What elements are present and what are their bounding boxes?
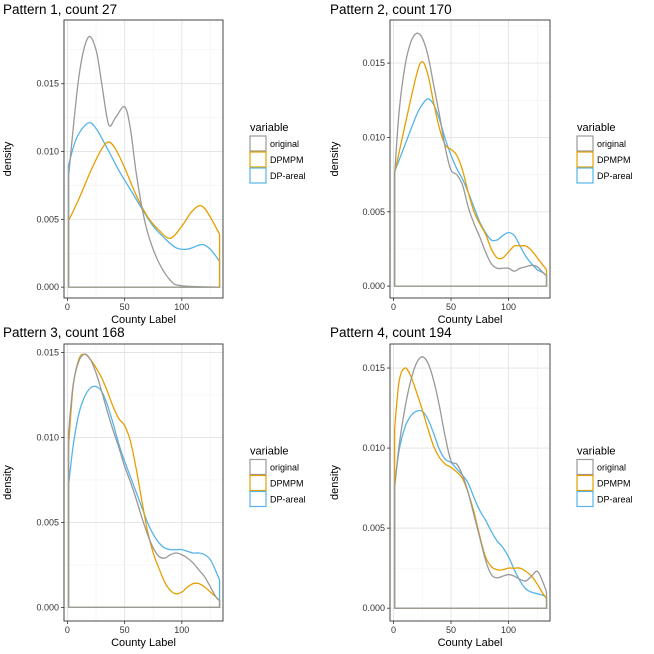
x-tick-label: 100 [501,302,516,312]
plot-background [390,344,550,621]
legend-key-original [249,458,267,476]
y-axis-label: density [329,465,341,500]
x-tick-label: 0 [65,302,70,312]
legend-key-original [576,135,594,152]
legend-key-dpmpm [576,474,594,492]
panel-frame [63,19,224,299]
x-axis-label: County Label [111,637,176,649]
legend: variable original DPMPM DP-areal [576,122,633,184]
x-tick-label: 50 [446,625,456,635]
x-tick-label: 100 [501,625,516,635]
x-tick-label: 0 [391,302,396,312]
legend-label-dpmpm: DPMPM [270,155,304,165]
legend-label-original: original [270,463,299,473]
panel-frame [389,343,551,622]
y-tick-label: 0.015 [362,363,385,373]
panel-frame [63,343,224,622]
plot-background [64,20,223,298]
legend-label-dp-areal: DP-areal [270,171,306,181]
legend-key-dpmpm [249,151,267,168]
panel-title: Pattern 3, count 168 [3,325,125,340]
chart-panel-1: 0 50 100 0.000 0.005 0.010 0.015 Pattern 1, cou… [2,2,306,326]
panel-title: Pattern 2, count 170 [330,2,452,17]
legend-key-dp-areal [576,490,594,508]
legend-title: variable [250,122,289,134]
y-tick-label: 0.000 [362,281,385,291]
density-series-dp-areal [393,98,548,287]
density-series-original [393,356,548,609]
legend-label-dpmpm: DPMPM [270,479,304,489]
y-tick-label: 0.015 [36,79,59,89]
legend-key-original [576,458,594,476]
x-axis-label: County Label [438,314,503,326]
y-tick-label: 0.010 [362,443,385,453]
legend-label-dp-areal: DP-areal [597,495,633,505]
x-tick-label: 0 [65,625,70,635]
density-series-original [393,32,548,287]
legend: variable original DPMPM DP-areal [249,122,306,184]
x-tick-label: 0 [391,625,396,635]
y-tick-label: 0.000 [36,602,59,612]
y-axis-label: density [2,465,14,500]
y-axis-label: density [329,141,341,176]
panel-title: Pattern 1, count 27 [3,2,117,17]
chart-panel-3: 0 50 100 0.000 0.005 0.010 0.015 Pattern 3, cou… [2,325,306,649]
legend-key-dpmpm [576,151,594,168]
legend-label-dp-areal: DP-areal [597,171,633,181]
legend-key-dpmpm [249,474,267,492]
density-series-dp-areal [393,409,548,609]
legend-key-dp-areal [249,167,267,184]
y-tick-label: 0.000 [362,603,385,613]
y-tick-label: 0.010 [36,147,59,157]
density-series-original [67,353,221,609]
chart-panel-2: 0 50 100 0.000 0.005 0.010 0.015 Pattern 2, cou… [329,2,633,326]
y-tick-label: 0.005 [36,517,59,527]
legend-key-original [249,135,267,152]
density-series-dpmpm [393,60,548,287]
x-tick-label: 50 [120,625,130,635]
y-tick-label: 0.005 [362,207,385,217]
y-tick-label: 0.010 [36,432,59,442]
x-axis-label: County Label [438,637,503,649]
legend-label-dpmpm: DPMPM [597,479,631,489]
legend-label-dpmpm: DPMPM [597,155,631,165]
legend: variable original DPMPM DP-areal [576,446,633,508]
chart-panel-4: 0 50 100 0.000 0.005 0.010 0.015 Pattern 4, cou… [329,325,633,649]
x-tick-label: 100 [174,302,189,312]
legend: variable original DPMPM DP-areal [249,446,306,508]
density-series-original [67,35,221,288]
legend-label-original: original [597,463,626,473]
y-tick-label: 0.000 [36,282,59,292]
y-tick-label: 0.015 [36,347,59,357]
x-tick-label: 50 [120,302,130,312]
legend-title: variable [577,122,616,134]
density-series-dpmpm [67,141,221,288]
legend-label-dp-areal: DP-areal [270,495,306,505]
x-axis-label: County Label [111,314,176,326]
density-series-dpmpm [67,353,221,609]
legend-title: variable [577,446,616,458]
y-axis-label: density [2,141,14,176]
panel-title: Pattern 4, count 194 [330,325,452,340]
y-tick-label: 0.005 [36,214,59,224]
legend-label-original: original [270,139,299,149]
legend-key-dp-areal [249,490,267,508]
plot-background [64,344,223,621]
y-tick-label: 0.015 [362,58,385,68]
legend-title: variable [250,446,289,458]
y-tick-label: 0.005 [362,523,385,533]
y-tick-label: 0.010 [362,132,385,142]
panel-frame [389,19,551,299]
x-tick-label: 50 [446,302,456,312]
legend-label-original: original [597,139,626,149]
x-tick-label: 100 [174,625,189,635]
legend-key-dp-areal [576,167,594,184]
